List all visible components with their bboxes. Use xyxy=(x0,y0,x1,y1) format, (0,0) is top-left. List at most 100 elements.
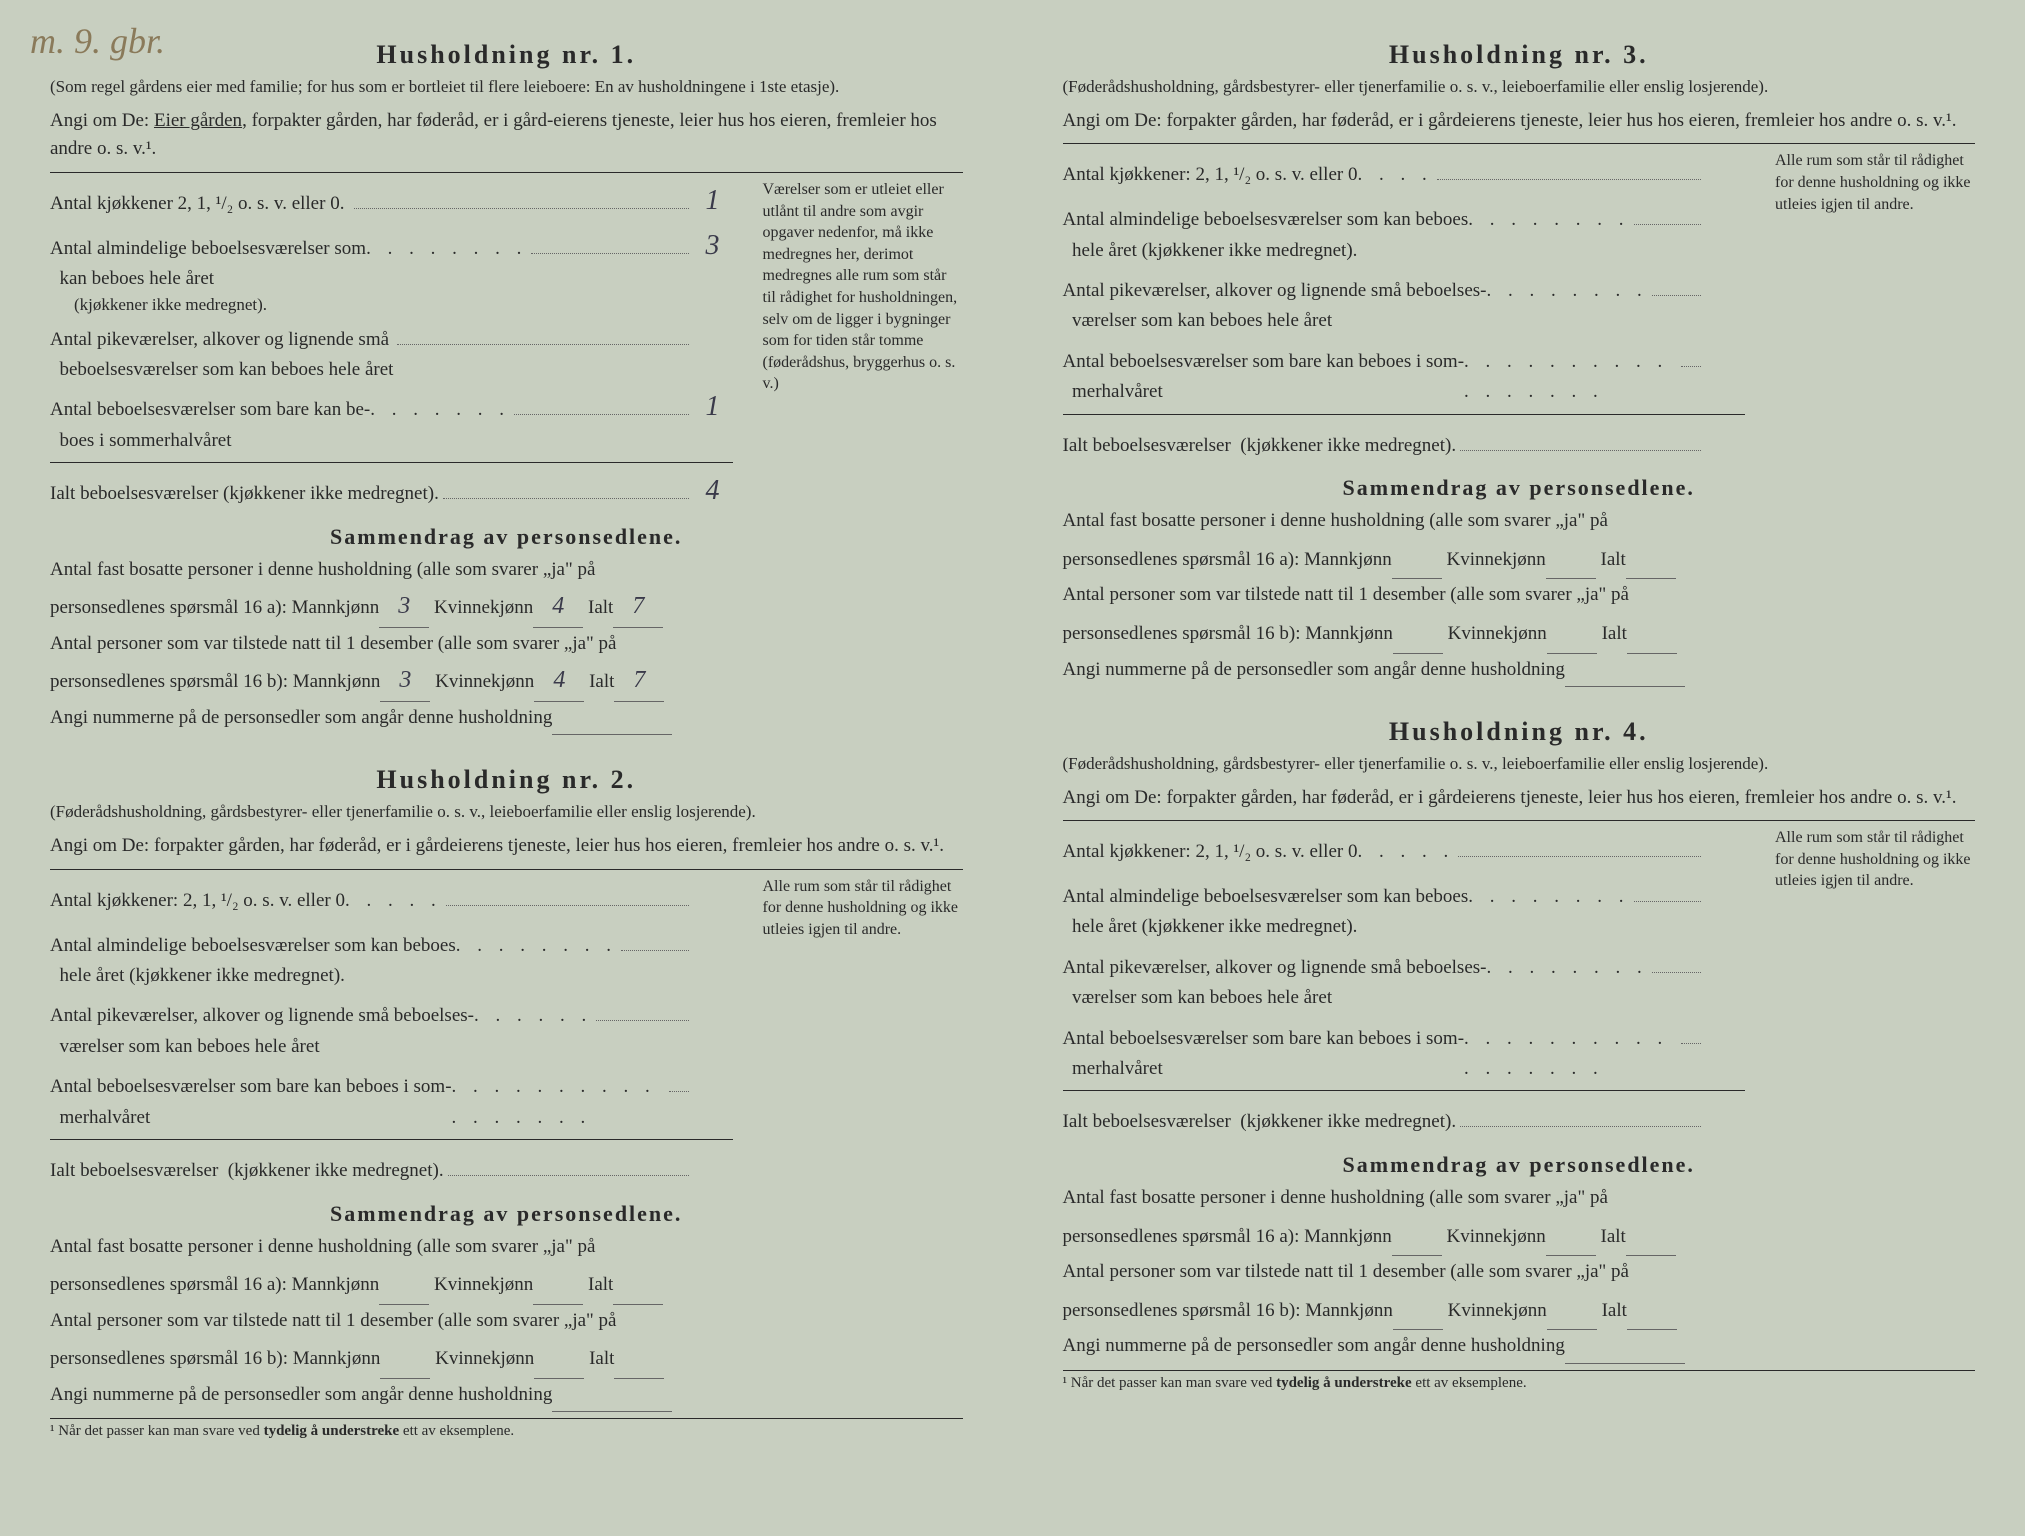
summary-line-2: Antal personer som var tilstede natt til… xyxy=(1063,579,1976,653)
dots: . . . . . xyxy=(345,886,442,916)
rows-column: Antal kjøkkener: 2, 1, ¹/₂ o. s. v. elle… xyxy=(1063,150,1746,465)
dots: . . . . . . . . xyxy=(1486,953,1647,983)
form-row: Ialt beboelsesværelser (kjøkkener ikke m… xyxy=(50,1146,733,1191)
household-title: Husholdning nr. 1. xyxy=(50,40,963,70)
form-row: Antal beboelsesværelser som bare kan beb… xyxy=(1063,1014,1746,1085)
row-label: Antal kjøkkener: 2, 1, ¹/₂ o. s. v. elle… xyxy=(1063,837,1358,867)
form-row: Ialt beboelsesværelser (kjøkkener ikke m… xyxy=(1063,1097,1746,1142)
handwritten-annotation: m. 9. gbr. xyxy=(30,20,165,62)
row-subnote: (kjøkkener ikke medregnet). xyxy=(50,295,733,315)
footnote: ¹ Når det passer kan man svare ved tydel… xyxy=(50,1418,963,1440)
row-label: Antal beboelsesværelser som bare kan be-… xyxy=(50,395,370,456)
dots: . . . . . . . . . . . . . . . . . xyxy=(1464,347,1677,408)
rows-column: Antal kjøkkener 2, 1, ¹/₂ o. s. v. eller… xyxy=(50,179,733,514)
right-page: Husholdning nr. 3.(Føderådshusholdning, … xyxy=(1013,0,2025,1536)
row-label: Antal kjøkkener 2, 1, ¹/₂ o. s. v. eller… xyxy=(50,189,340,219)
dots: . . . . xyxy=(1357,160,1432,190)
footnote: ¹ Når det passer kan man svare ved tydel… xyxy=(1063,1370,1976,1392)
summary-title: Sammendrag av personsedlene. xyxy=(1063,475,1976,501)
form-row: Antal kjøkkener: 2, 1, ¹/₂ o. s. v. elle… xyxy=(50,876,733,921)
row-value xyxy=(1705,943,1745,988)
summary-line-2: Antal personer som var tilstede natt til… xyxy=(50,1305,963,1379)
summary-line-1: Antal fast bosatte personer i denne hush… xyxy=(50,554,963,628)
row-value xyxy=(693,991,733,1036)
summary-line-3: Angi nummerne på de personsedler som ang… xyxy=(1063,1330,1976,1363)
form-row: Antal kjøkkener 2, 1, ¹/₂ o. s. v. eller… xyxy=(50,179,733,224)
summary-title: Sammendrag av personsedlene. xyxy=(1063,1152,1976,1178)
row-label: Antal beboelsesværelser som bare kan beb… xyxy=(50,1072,452,1133)
row-value xyxy=(1705,195,1745,240)
row-label: Antal pikeværelser, alkover og lignende … xyxy=(50,325,393,386)
summary-line-1: Antal fast bosatte personer i denne hush… xyxy=(1063,505,1976,579)
summary-line-1: Antal fast bosatte personer i denne hush… xyxy=(1063,1182,1976,1256)
row-label: Antal almindelige beboelsesværelser som … xyxy=(1063,882,1469,943)
row-label: Antal pikeværelser, alkover og lignende … xyxy=(1063,953,1487,1014)
row-value xyxy=(1705,421,1745,466)
summary-line-1: Antal fast bosatte personer i denne hush… xyxy=(50,1231,963,1305)
side-note: Alle rum som står til rådighet for denne… xyxy=(1757,150,1975,465)
household-3: Husholdning nr. 3.(Føderådshusholdning, … xyxy=(1063,40,1976,687)
row-value xyxy=(693,1146,733,1191)
household-title: Husholdning nr. 4. xyxy=(1063,717,1976,747)
row-label: Antal almindelige beboelsesværelser som … xyxy=(50,234,366,295)
summary-line-2: Antal personer som var tilstede natt til… xyxy=(50,628,963,702)
row-value: 4 xyxy=(693,469,733,514)
form-row: Antal kjøkkener: 2, 1, ¹/₂ o. s. v. elle… xyxy=(1063,827,1746,872)
household-2: Husholdning nr. 2.(Føderådshusholdning, … xyxy=(50,765,963,1440)
row-label: Ialt beboelsesværelser (kjøkkener ikke m… xyxy=(50,479,439,509)
row-label: Antal almindelige beboelsesværelser som … xyxy=(50,931,456,992)
row-value xyxy=(693,921,733,966)
dots: . . . . . . . . xyxy=(1468,882,1629,912)
row-value xyxy=(1705,1014,1745,1059)
row-value: 1 xyxy=(693,179,733,224)
form-row: Antal pikeværelser, alkover og lignende … xyxy=(50,991,733,1062)
rows-column: Antal kjøkkener: 2, 1, ¹/₂ o. s. v. elle… xyxy=(1063,827,1746,1142)
row-label: Antal almindelige beboelsesværelser som … xyxy=(1063,205,1469,266)
form-row: Antal pikeværelser, alkover og lignende … xyxy=(1063,943,1746,1014)
row-label: Antal kjøkkener: 2, 1, ¹/₂ o. s. v. elle… xyxy=(1063,160,1358,190)
form-row: Ialt beboelsesværelser (kjøkkener ikke m… xyxy=(50,469,733,514)
side-note: Alle rum som står til rådighet for denne… xyxy=(745,876,963,1191)
rows-column: Antal kjøkkener: 2, 1, ¹/₂ o. s. v. elle… xyxy=(50,876,733,1191)
dots: . . . . . . xyxy=(474,1001,592,1031)
dots: . . . . . . . . . . . . . . . . . xyxy=(452,1072,665,1133)
dots: . . . . . . . xyxy=(370,395,510,425)
dots: . . . . . xyxy=(1357,837,1454,867)
household-subtitle: (Føderådshusholdning, gårdsbestyrer- ell… xyxy=(1063,76,1976,99)
household-4: Husholdning nr. 4.(Føderådshusholdning, … xyxy=(1063,717,1976,1392)
row-value xyxy=(693,876,733,921)
form-row: Ialt beboelsesværelser (kjøkkener ikke m… xyxy=(1063,421,1746,466)
row-value: 3 xyxy=(693,224,733,269)
form-row: Antal beboelsesværelser som bare kan beb… xyxy=(50,1062,733,1133)
form-row: Antal beboelsesværelser som bare kan beb… xyxy=(1063,337,1746,408)
row-value xyxy=(1705,872,1745,917)
summary-line-3: Angi nummerne på de personsedler som ang… xyxy=(50,702,963,735)
row-label: Ialt beboelsesværelser (kjøkkener ikke m… xyxy=(1063,431,1457,461)
row-value xyxy=(1705,150,1745,195)
side-note: Værelser som er utleiet eller utlånt til… xyxy=(745,179,963,514)
household-1: Husholdning nr. 1.(Som regel gårdens eie… xyxy=(50,40,963,735)
summary-line-3: Angi nummerne på de personsedler som ang… xyxy=(50,1379,963,1412)
row-label: Ialt beboelsesværelser (kjøkkener ikke m… xyxy=(50,1156,444,1186)
side-note: Alle rum som står til rådighet for denne… xyxy=(1757,827,1975,1142)
dots: . . . . . . . . xyxy=(1486,276,1647,306)
row-value: 1 xyxy=(693,385,733,430)
row-label: Antal beboelsesværelser som bare kan beb… xyxy=(1063,347,1465,408)
left-page: m. 9. gbr. Husholdning nr. 1.(Som regel … xyxy=(0,0,1013,1536)
row-value xyxy=(1705,1097,1745,1142)
row-label: Antal pikeværelser, alkover og lignende … xyxy=(1063,276,1487,337)
summary-line-2: Antal personer som var tilstede natt til… xyxy=(1063,1256,1976,1330)
form-row: Antal almindelige beboelsesværelser som … xyxy=(1063,872,1746,943)
form-row: Antal kjøkkener: 2, 1, ¹/₂ o. s. v. elle… xyxy=(1063,150,1746,195)
angi-line: Angi om De: Eier gården, forpakter gårde… xyxy=(50,107,963,164)
row-value xyxy=(1705,337,1745,382)
angi-line: Angi om De: forpakter gården, har føderå… xyxy=(1063,107,1976,136)
summary-line-3: Angi nummerne på de personsedler som ang… xyxy=(1063,654,1976,687)
form-row: Antal almindelige beboelsesværelser som … xyxy=(50,921,733,992)
summary-title: Sammendrag av personsedlene. xyxy=(50,524,963,550)
dots: . . . . . . . . xyxy=(456,931,617,961)
form-row: Antal beboelsesværelser som bare kan be-… xyxy=(50,385,733,456)
household-title: Husholdning nr. 2. xyxy=(50,765,963,795)
dots: . xyxy=(340,189,351,219)
dots: . . . . . . . . . . . . . . . . . xyxy=(1464,1024,1677,1085)
